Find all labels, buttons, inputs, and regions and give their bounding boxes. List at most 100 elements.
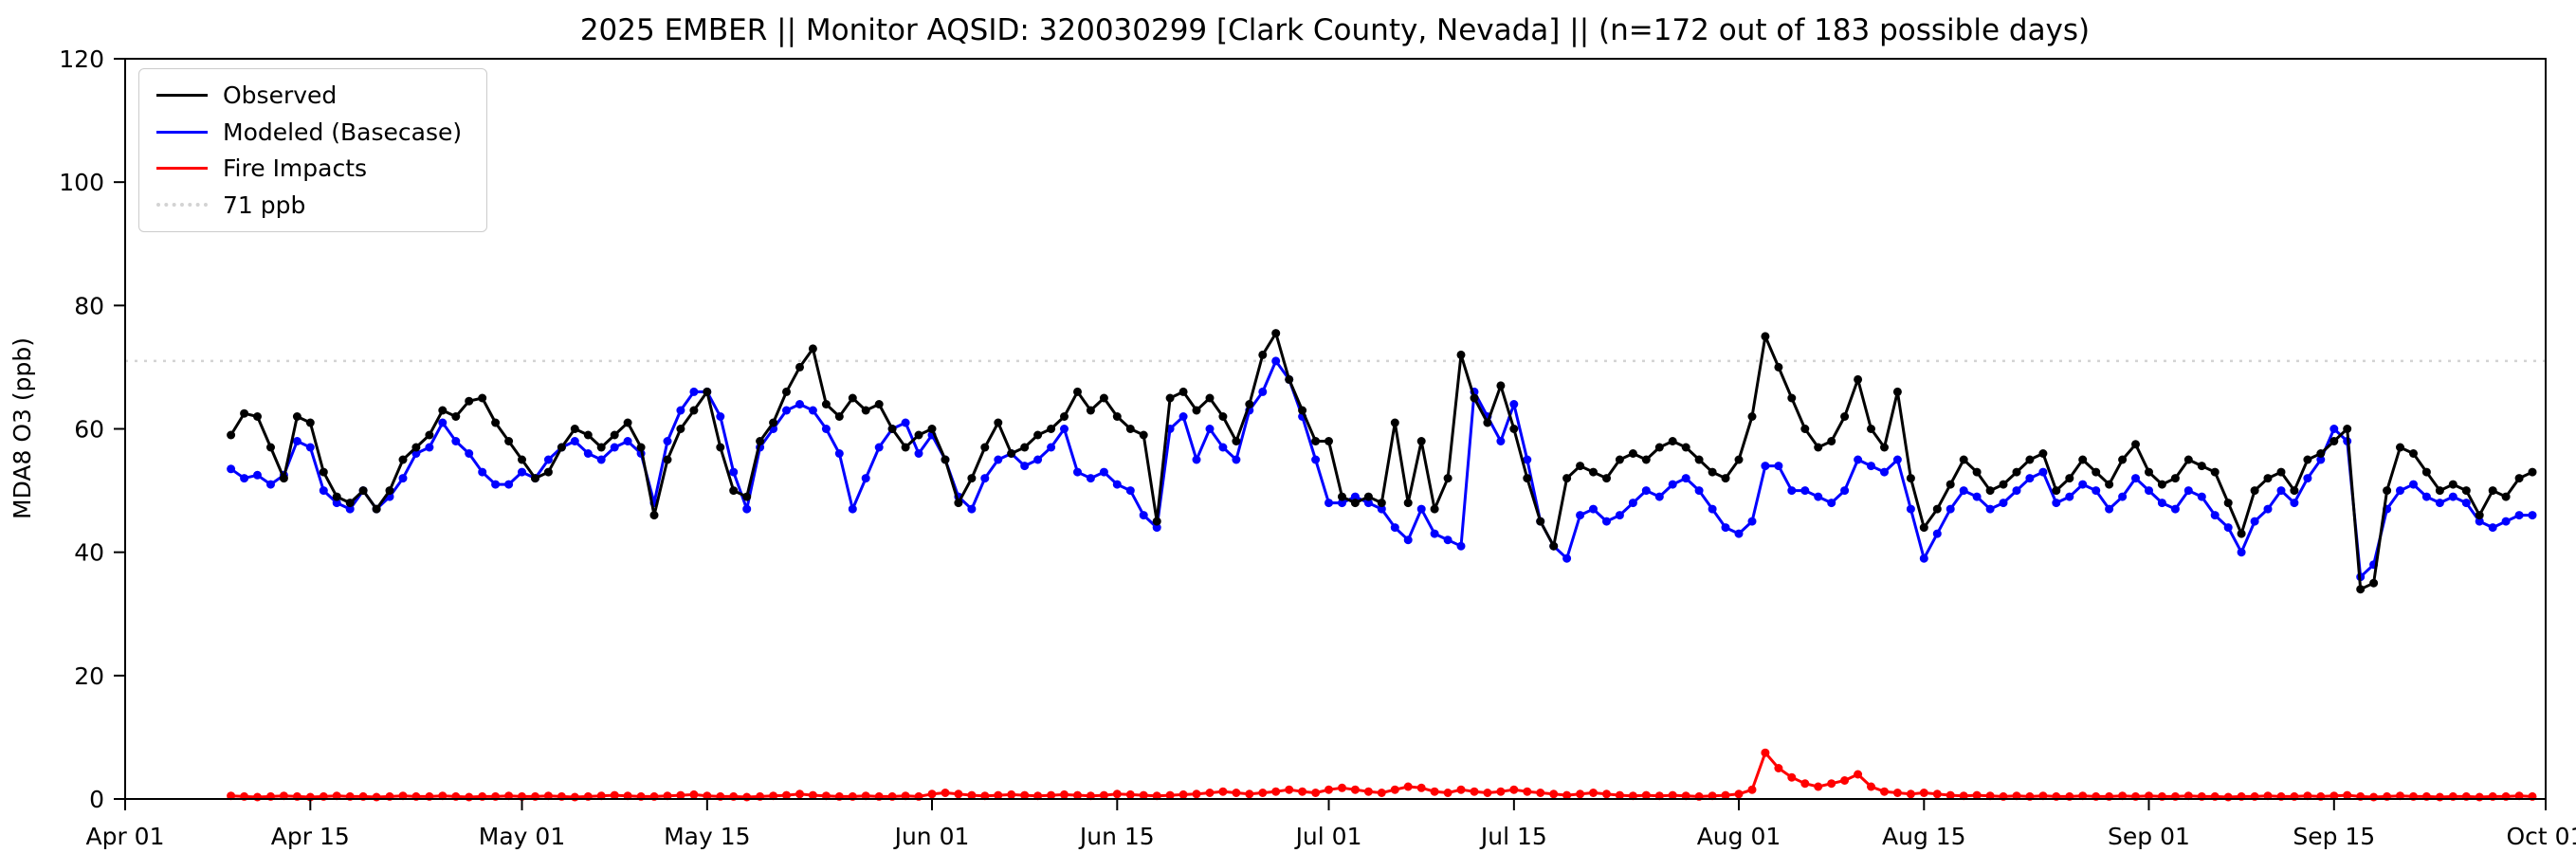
data-point — [1350, 492, 1360, 501]
data-point — [1654, 443, 1664, 452]
data-point — [2329, 791, 2339, 801]
data-point — [1761, 332, 1770, 341]
x-tick-label: Jul 15 — [1479, 823, 1547, 850]
data-point — [253, 412, 262, 421]
data-point — [927, 425, 937, 433]
y-axis-label: MDA8 O3 (ppb) — [9, 337, 36, 519]
data-point — [1906, 504, 1915, 514]
data-point — [1232, 437, 1241, 445]
data-point — [1827, 779, 1836, 789]
data-point — [1350, 785, 1360, 794]
data-point — [1099, 467, 1108, 477]
data-point — [808, 790, 817, 800]
data-point — [1205, 393, 1215, 403]
data-point — [1854, 374, 1863, 384]
data-point — [1562, 554, 1572, 563]
data-point — [821, 400, 831, 408]
data-point — [1972, 492, 1982, 501]
data-point — [1258, 789, 1268, 797]
data-point — [848, 504, 857, 514]
data-point — [610, 443, 619, 452]
data-point — [478, 393, 487, 403]
data-point — [2528, 511, 2537, 520]
data-point — [689, 406, 699, 415]
data-point — [2488, 486, 2497, 496]
data-point — [1377, 499, 1386, 508]
data-point — [1086, 474, 1095, 483]
y-tick-label: 0 — [89, 786, 104, 813]
data-point — [1285, 785, 1294, 794]
data-point — [2263, 474, 2273, 483]
data-point — [2105, 504, 2114, 514]
data-point — [2435, 499, 2444, 508]
data-point — [1747, 785, 1757, 794]
data-point — [1033, 455, 1043, 464]
data-point — [1007, 449, 1016, 458]
data-point — [2290, 499, 2299, 508]
data-point — [2409, 480, 2418, 489]
data-point — [2343, 425, 2352, 433]
data-point — [1443, 789, 1452, 797]
data-point — [1020, 790, 1030, 800]
data-point — [1192, 789, 1201, 799]
y-tick-label: 100 — [59, 169, 104, 196]
data-point — [253, 792, 262, 802]
data-point — [570, 792, 579, 802]
data-point — [1892, 455, 1902, 464]
data-point — [887, 425, 897, 433]
data-point — [1906, 474, 1915, 483]
data-point — [1470, 393, 1479, 403]
data-point — [689, 387, 699, 396]
data-point — [2369, 578, 2379, 588]
data-point — [570, 425, 579, 433]
data-point — [425, 443, 434, 452]
modeled-line-sample — [156, 130, 208, 134]
data-point — [941, 455, 950, 464]
data-point — [636, 443, 646, 452]
data-point — [478, 467, 487, 477]
data-point — [2343, 790, 2352, 800]
data-point — [954, 499, 963, 508]
data-point — [874, 400, 884, 408]
data-point — [1867, 462, 1875, 471]
data-point — [1919, 554, 1928, 563]
data-point — [2461, 499, 2471, 508]
y-tick-label: 60 — [74, 416, 104, 444]
data-point — [1562, 790, 1572, 800]
data-point — [1073, 790, 1082, 800]
data-point — [2250, 517, 2259, 526]
data-point — [2065, 492, 2074, 501]
data-point — [1721, 790, 1730, 800]
data-point — [795, 789, 804, 799]
data-point — [703, 791, 712, 801]
data-point — [1523, 455, 1532, 464]
data-point — [2329, 425, 2339, 433]
data-point — [1509, 425, 1519, 433]
x-tick-label: Oct 01 — [2507, 823, 2576, 850]
data-point — [2421, 467, 2431, 477]
data-point — [2078, 480, 2088, 489]
data-point — [398, 791, 408, 801]
data-point — [1708, 791, 1717, 801]
data-point — [2210, 511, 2220, 520]
data-point — [1218, 412, 1228, 421]
data-point — [438, 791, 448, 801]
data-point — [1377, 789, 1386, 797]
data-point — [1047, 790, 1056, 800]
data-point — [663, 437, 672, 445]
data-point — [1285, 374, 1294, 384]
data-point — [1787, 772, 1797, 782]
data-point — [465, 396, 474, 406]
data-point — [292, 437, 301, 445]
data-point — [1576, 511, 1585, 520]
legend-label-fire: Fire Impacts — [223, 154, 368, 182]
data-point — [2488, 523, 2497, 533]
x-tick-label: Apr 15 — [271, 823, 350, 850]
data-point — [1245, 789, 1254, 799]
data-point — [518, 467, 526, 477]
data-point — [2316, 455, 2326, 464]
data-point — [1416, 504, 1426, 514]
data-point — [1761, 748, 1770, 757]
data-point — [1549, 541, 1559, 551]
x-tick-label: Jun 01 — [893, 823, 970, 850]
